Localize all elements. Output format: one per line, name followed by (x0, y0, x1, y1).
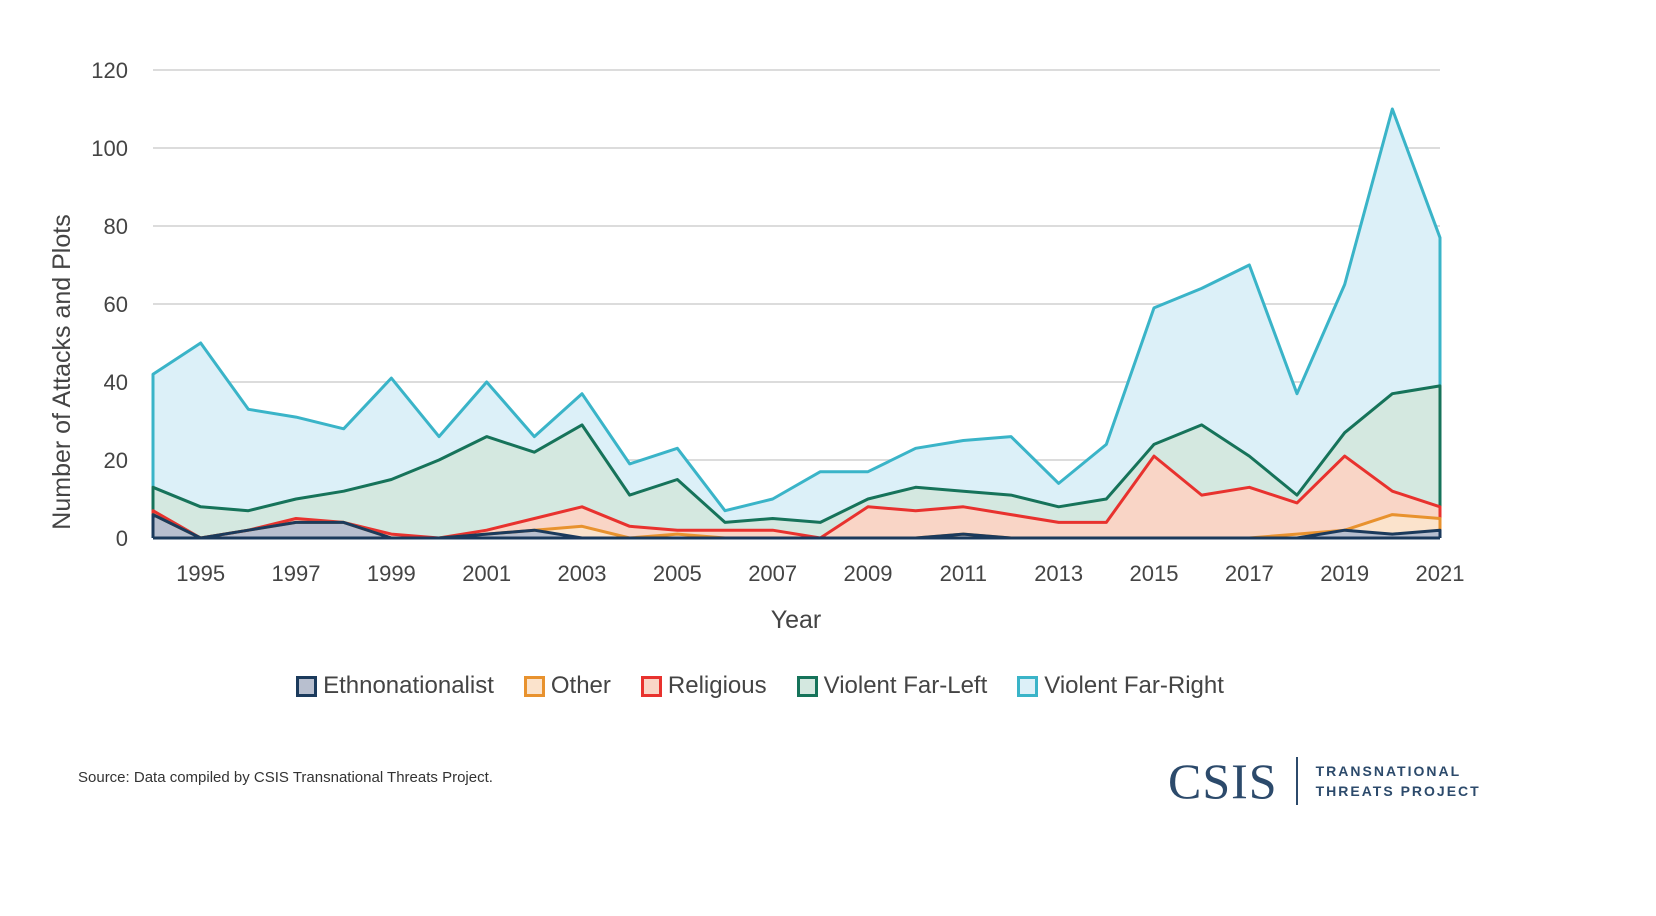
x-tick-label: 2007 (748, 561, 797, 586)
y-tick-label: 0 (116, 526, 128, 551)
legend-item: Violent Far-Left (796, 672, 988, 700)
legend-swatch (523, 675, 545, 697)
y-axis-label: Number of Attacks and Plots (48, 214, 76, 529)
line-violent-far-left (151, 384, 1442, 538)
y-tick-label: 60 (104, 292, 128, 317)
legend-item: Other (523, 672, 611, 700)
legend-swatch (640, 675, 662, 697)
x-tick-label: 2019 (1320, 561, 1369, 586)
legend-swatch (296, 675, 318, 697)
area-ethnonationalist (153, 514, 1440, 538)
legend-swatch (796, 675, 818, 697)
logo-mark: CSIS (1168, 753, 1278, 809)
legend-label: Ethnonationalist (323, 672, 494, 699)
area-violent-far-right (153, 109, 1440, 538)
x-tick-label: 2003 (558, 561, 607, 586)
legend: Ethnonationalist Other Religious Violent Fa… (0, 672, 1520, 700)
x-tick-label: 2005 (653, 561, 702, 586)
legend-item: Violent Far-Right (1017, 672, 1224, 700)
y-tick-label: 120 (91, 58, 128, 83)
x-tick-label: 2017 (1225, 561, 1274, 586)
x-tick-label: 2013 (1034, 561, 1083, 586)
csis-logo: CSIS TRANSNATIONAL THREATS PROJECT (1168, 752, 1481, 810)
area-religious (153, 456, 1440, 538)
y-tick-label: 80 (104, 214, 128, 239)
y-tick-label: 20 (104, 448, 128, 473)
legend-label: Religious (667, 672, 767, 699)
logo-subtitle: TRANSNATIONAL THREATS PROJECT (1316, 761, 1481, 801)
legend-swatch (1017, 675, 1039, 697)
y-tick-label: 100 (91, 136, 128, 161)
x-tick-label: 2009 (844, 561, 893, 586)
legend-item: Religious (640, 672, 767, 700)
x-tick-label: 2015 (1130, 561, 1179, 586)
x-tick-label: 1995 (176, 561, 225, 586)
legend-label: Violent Far-Left (823, 672, 988, 699)
logo-line-2: THREATS PROJECT (1315, 783, 1481, 799)
legend-item: Ethnonationalist (296, 672, 494, 700)
y-tick-label: 40 (104, 370, 128, 395)
line-violent-far-right (151, 107, 1442, 538)
x-tick-label: 2011 (940, 561, 987, 586)
legend-label: Violent Far-Right (1044, 672, 1224, 699)
area-violent-far-left (153, 385, 1440, 538)
x-tick-label: 1999 (367, 561, 416, 586)
x-tick-label: 2021 (1416, 561, 1465, 586)
x-tick-label: 1997 (272, 561, 321, 586)
logo-line-1: TRANSNATIONAL (1315, 763, 1462, 779)
x-tick-label: 2001 (462, 561, 511, 586)
logo-divider (1295, 757, 1298, 805)
legend-label: Other (550, 672, 611, 699)
source-note: Source: Data compiled by CSIS Transnatio… (78, 769, 493, 786)
x-axis-label: Year (771, 606, 822, 634)
